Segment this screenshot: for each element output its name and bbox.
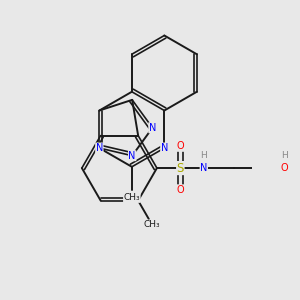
Text: O: O — [281, 163, 289, 173]
Text: N: N — [160, 143, 168, 153]
Text: CH₃: CH₃ — [144, 220, 160, 229]
Text: O: O — [176, 185, 184, 195]
Text: H: H — [200, 151, 207, 160]
Text: N: N — [128, 151, 136, 161]
Text: N: N — [96, 143, 103, 153]
Text: H: H — [281, 151, 288, 160]
Text: N: N — [200, 163, 208, 173]
Text: CH₃: CH₃ — [124, 194, 140, 202]
Text: N: N — [149, 123, 156, 133]
Text: O: O — [176, 141, 184, 151]
Text: S: S — [177, 162, 184, 175]
